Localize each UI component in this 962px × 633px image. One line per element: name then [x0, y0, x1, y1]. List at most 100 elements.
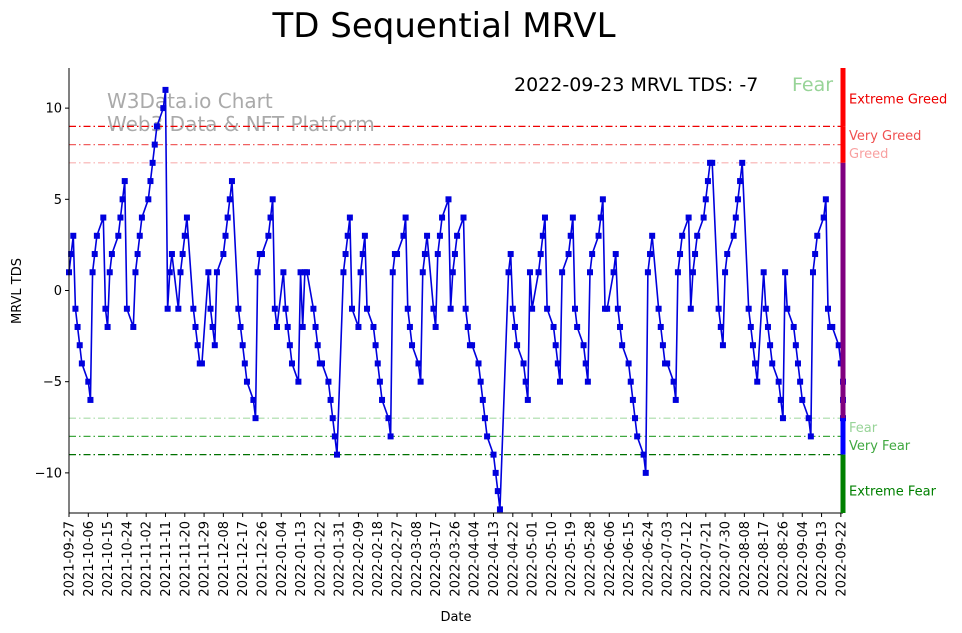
zone-bar-segment — [840, 68, 846, 127]
data-point — [709, 159, 716, 166]
data-point — [436, 232, 443, 239]
data-point — [537, 251, 544, 258]
data-point — [318, 360, 325, 367]
data-point — [286, 342, 293, 349]
data-point — [282, 305, 289, 312]
data-point — [469, 342, 476, 349]
x-tick-label: 2022-07-12 — [680, 521, 695, 597]
data-point — [372, 342, 379, 349]
data-point — [265, 232, 272, 239]
data-point — [243, 378, 250, 385]
watermark: W3Data.io Chart Web3 Data & NFT Platform — [107, 89, 375, 136]
data-point — [166, 269, 173, 276]
data-point — [509, 305, 516, 312]
data-point — [679, 232, 686, 239]
data-point — [85, 378, 92, 385]
watermark-line1: W3Data.io Chart — [107, 89, 273, 113]
data-point — [814, 232, 821, 239]
data-point — [492, 469, 499, 476]
data-point — [672, 396, 679, 403]
data-point — [370, 323, 377, 330]
data-point — [449, 269, 456, 276]
x-tick-label: 2022-05-10 — [545, 521, 560, 597]
series-line — [68, 89, 844, 510]
data-point — [734, 196, 741, 203]
data-point — [754, 378, 761, 385]
x-tick-label: 2022-07-21 — [699, 521, 714, 597]
data-point — [752, 360, 759, 367]
data-point — [205, 269, 212, 276]
data-point — [349, 305, 356, 312]
data-point — [764, 323, 771, 330]
data-point — [250, 396, 257, 403]
data-point — [379, 396, 386, 403]
data-point — [490, 451, 497, 458]
data-point — [359, 251, 366, 258]
x-tick-label: 2021-11-20 — [178, 521, 193, 597]
x-tick-label: 2022-01-13 — [294, 521, 309, 597]
data-point — [544, 305, 551, 312]
data-point — [554, 360, 561, 367]
data-point — [604, 305, 611, 312]
data-point — [670, 378, 677, 385]
data-point — [589, 251, 596, 258]
data-point — [102, 305, 109, 312]
data-point — [310, 305, 317, 312]
data-point — [329, 415, 336, 422]
y-tick-label: 0 — [54, 284, 62, 299]
data-point — [822, 196, 829, 203]
data-point — [739, 159, 746, 166]
data-point — [387, 433, 394, 440]
data-point — [625, 360, 632, 367]
x-tick-label: 2021-12-08 — [217, 521, 232, 597]
data-point — [799, 396, 806, 403]
x-tick-label: 2022-06-15 — [622, 521, 637, 597]
data-point — [220, 251, 227, 258]
data-point — [385, 415, 392, 422]
data-point — [775, 378, 782, 385]
data-point — [634, 433, 641, 440]
data-point — [424, 232, 431, 239]
data-point — [258, 251, 265, 258]
data-point — [659, 342, 666, 349]
data-point — [288, 360, 295, 367]
data-point — [312, 323, 319, 330]
data-point — [692, 251, 699, 258]
data-point — [284, 323, 291, 330]
x-tick-label: 2022-08-08 — [738, 521, 753, 597]
data-point — [237, 323, 244, 330]
data-point — [694, 232, 701, 239]
data-point — [74, 323, 81, 330]
data-point — [584, 378, 591, 385]
x-tick-label: 2022-01-04 — [275, 521, 290, 597]
data-point — [677, 251, 684, 258]
x-tick-label: 2022-09-22 — [834, 521, 849, 597]
data-point — [619, 342, 626, 349]
data-point — [222, 232, 229, 239]
data-point — [394, 251, 401, 258]
data-point — [719, 342, 726, 349]
x-tick-label: 2021-11-02 — [140, 521, 155, 597]
data-point — [389, 269, 396, 276]
data-point — [769, 360, 776, 367]
data-point — [209, 323, 216, 330]
x-tick-label: 2022-06-06 — [603, 521, 618, 597]
data-point — [181, 232, 188, 239]
data-point — [460, 214, 467, 221]
data-point — [797, 378, 804, 385]
watermark-line2: Web3 Data & NFT Platform — [107, 112, 375, 136]
x-tick-label: 2022-02-09 — [352, 521, 367, 597]
data-point — [331, 433, 338, 440]
data-point — [190, 305, 197, 312]
data-point — [364, 305, 371, 312]
x-tick-label: 2022-04-22 — [506, 521, 521, 597]
annotation-main: 2022-09-23 MRVL TDS: -7 — [514, 74, 758, 96]
data-point — [494, 488, 501, 495]
data-point — [689, 269, 696, 276]
x-tick-label: 2021-10-06 — [82, 521, 97, 597]
data-point — [644, 269, 651, 276]
data-point — [76, 342, 83, 349]
data-point — [115, 232, 122, 239]
data-point — [642, 469, 649, 476]
